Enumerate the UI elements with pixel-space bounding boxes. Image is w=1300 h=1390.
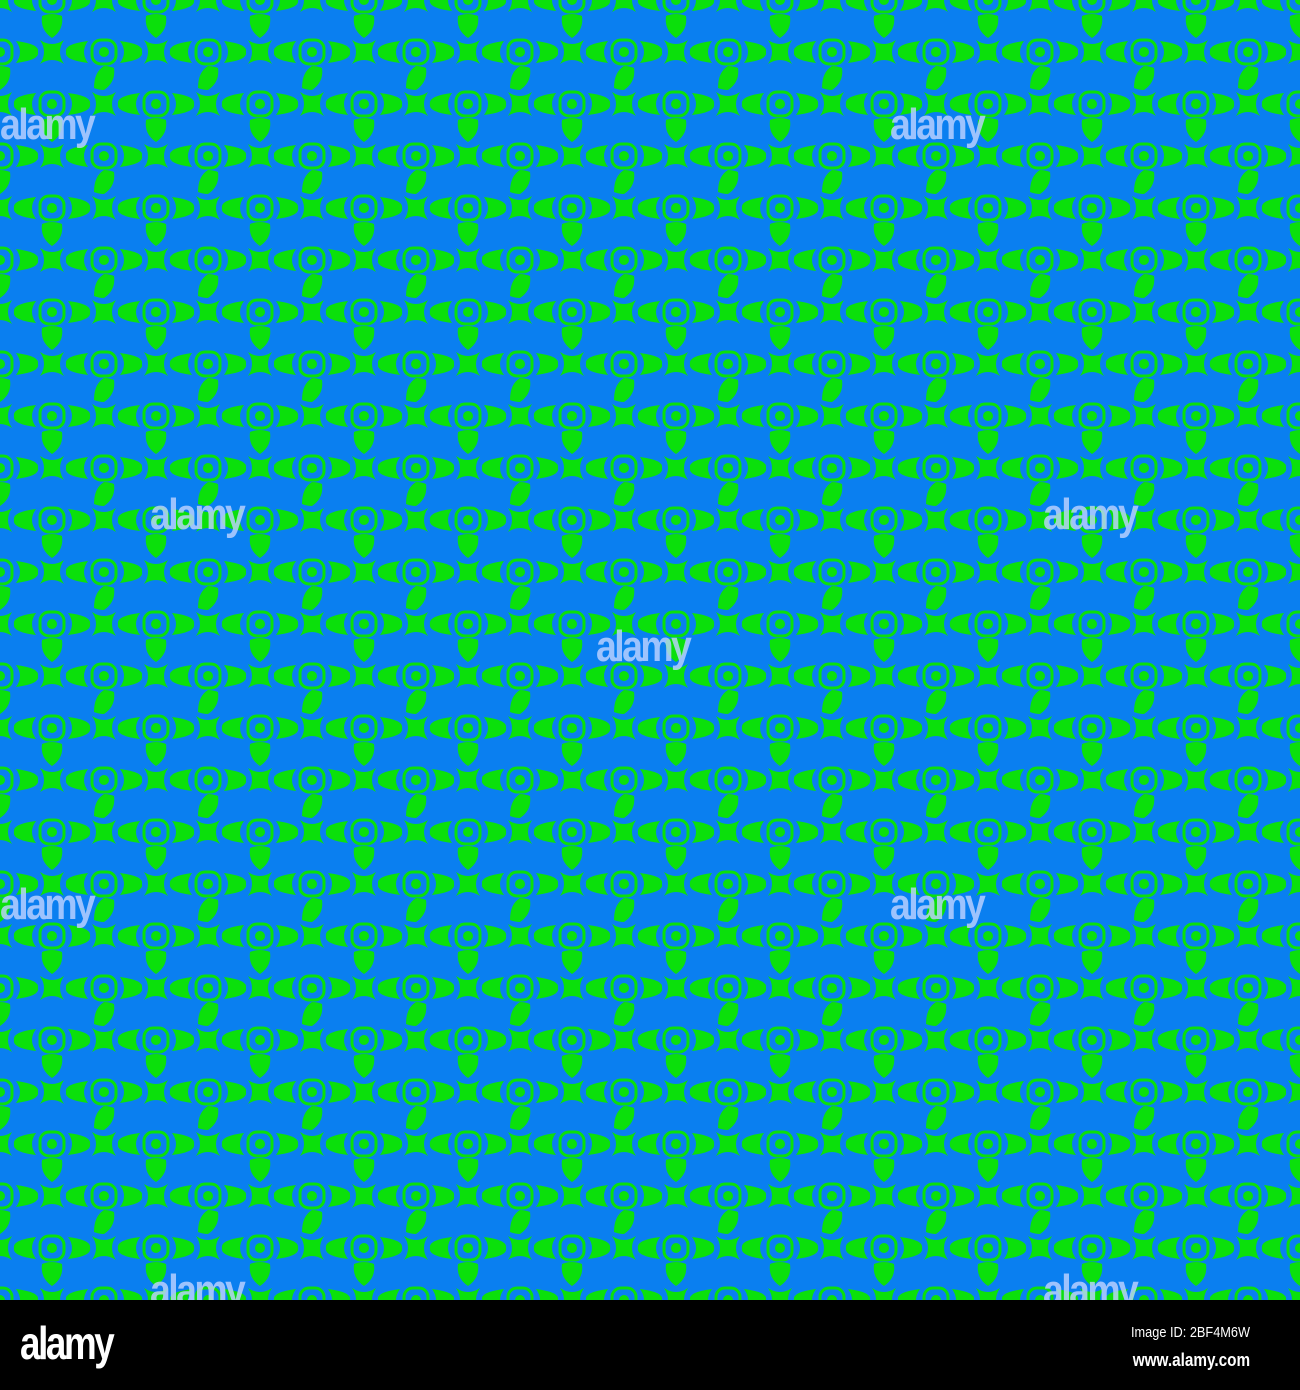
watermark: alamy <box>0 880 96 929</box>
watermark: alamy <box>890 880 986 929</box>
watermark: alamy <box>596 622 692 671</box>
watermark: alamy <box>1043 490 1139 539</box>
watermark: alamy <box>890 100 986 149</box>
alamy-logo: alamy <box>20 1317 115 1369</box>
seamless-pattern <box>0 0 1300 1300</box>
footer-bar: alamy Image ID: 2BF4M6W www.alamy.com <box>0 1300 1300 1390</box>
website-link[interactable]: www.alamy.com <box>1132 1350 1250 1370</box>
watermark: alamy <box>0 100 96 149</box>
watermark: alamy <box>150 490 246 539</box>
image-id: Image ID: 2BF4M6W <box>1130 1324 1250 1341</box>
